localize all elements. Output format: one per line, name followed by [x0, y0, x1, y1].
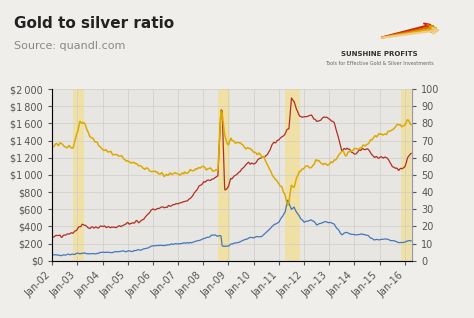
- Text: Tools for Effective Gold & Silver Investments: Tools for Effective Gold & Silver Invest…: [325, 61, 434, 66]
- Bar: [401, 89, 411, 261]
- Text: Source: quandl.com: Source: quandl.com: [14, 41, 126, 51]
- Bar: [218, 89, 230, 261]
- Text: Gold to silver ratio: Gold to silver ratio: [14, 16, 174, 31]
- Bar: [285, 89, 300, 261]
- Text: SUNSHINE PROFITS: SUNSHINE PROFITS: [341, 51, 418, 57]
- Bar: [73, 89, 83, 261]
